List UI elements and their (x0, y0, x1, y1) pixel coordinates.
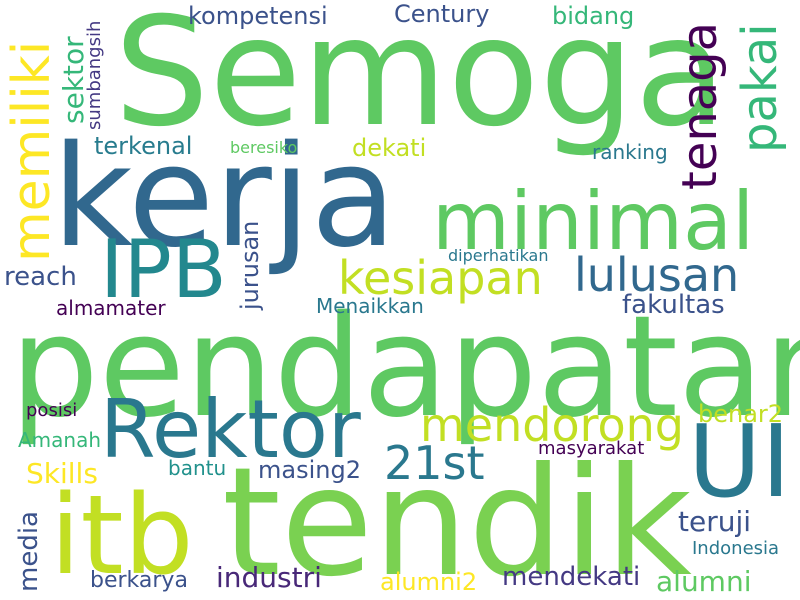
word-alumni2: alumni2 (380, 568, 478, 596)
word-amanah: Amanah (18, 428, 102, 452)
word-ui: UI (688, 403, 791, 520)
word-bidang: bidang (552, 2, 635, 30)
word-masyarakat: masyarakat (538, 438, 645, 459)
word-sumbangsih: sumbangsih (84, 20, 105, 130)
word-ranking: ranking (592, 140, 668, 164)
word-beresiko: beresiko (230, 138, 298, 157)
word-reach: reach (4, 262, 77, 292)
word-bantu: bantu (168, 456, 227, 480)
word-posisi: posisi (26, 400, 78, 421)
word-terkenal: terkenal (94, 132, 193, 160)
word-industri: industri (216, 561, 322, 594)
word-ipb: IPB (100, 223, 227, 316)
word-kompetensi: kompetensi (188, 2, 328, 30)
word-fakultas: fakultas (622, 290, 725, 320)
word-rektor: Rektor (100, 383, 361, 476)
word-media: media (14, 511, 44, 592)
word-diperhatikan: diperhatikan (448, 246, 549, 265)
word-indonesia: Indonesia (692, 538, 780, 559)
word-menaikkan: Menaikkan (316, 294, 424, 318)
word-almamater: almamater (56, 296, 166, 320)
word-alumni: alumni (656, 565, 752, 598)
word-kerja: kerja (52, 116, 397, 279)
word-tenaga: tenaga (672, 21, 728, 190)
word-pakai: pakai (732, 23, 788, 153)
word-mendekati: mendekati (502, 562, 641, 592)
word-benar2: benar2 (698, 400, 784, 428)
word-skills: Skills (26, 457, 98, 490)
word-semoga: Semoga (114, 0, 727, 160)
word-teruji: teruji (678, 505, 752, 538)
word-century: Century (394, 0, 490, 28)
word-pendapatan: pendapatan (10, 286, 800, 449)
word-masing2: masing2 (258, 456, 361, 484)
word-21st: 21st (384, 436, 485, 490)
word-jurusan: jurusan (236, 220, 264, 310)
word-memiliki: memiliki (2, 40, 62, 262)
word-kesiapan: kesiapan (338, 251, 543, 305)
word-mendorong: mendorong (420, 398, 685, 452)
word-lulusan: lulusan (574, 248, 740, 302)
word-dekati: dekati (352, 134, 427, 162)
word-berkarya: berkarya (90, 568, 188, 593)
word-minimal: minimal (432, 175, 755, 268)
word-tendik: tendik (222, 436, 692, 600)
word-itb: itb (50, 471, 194, 599)
